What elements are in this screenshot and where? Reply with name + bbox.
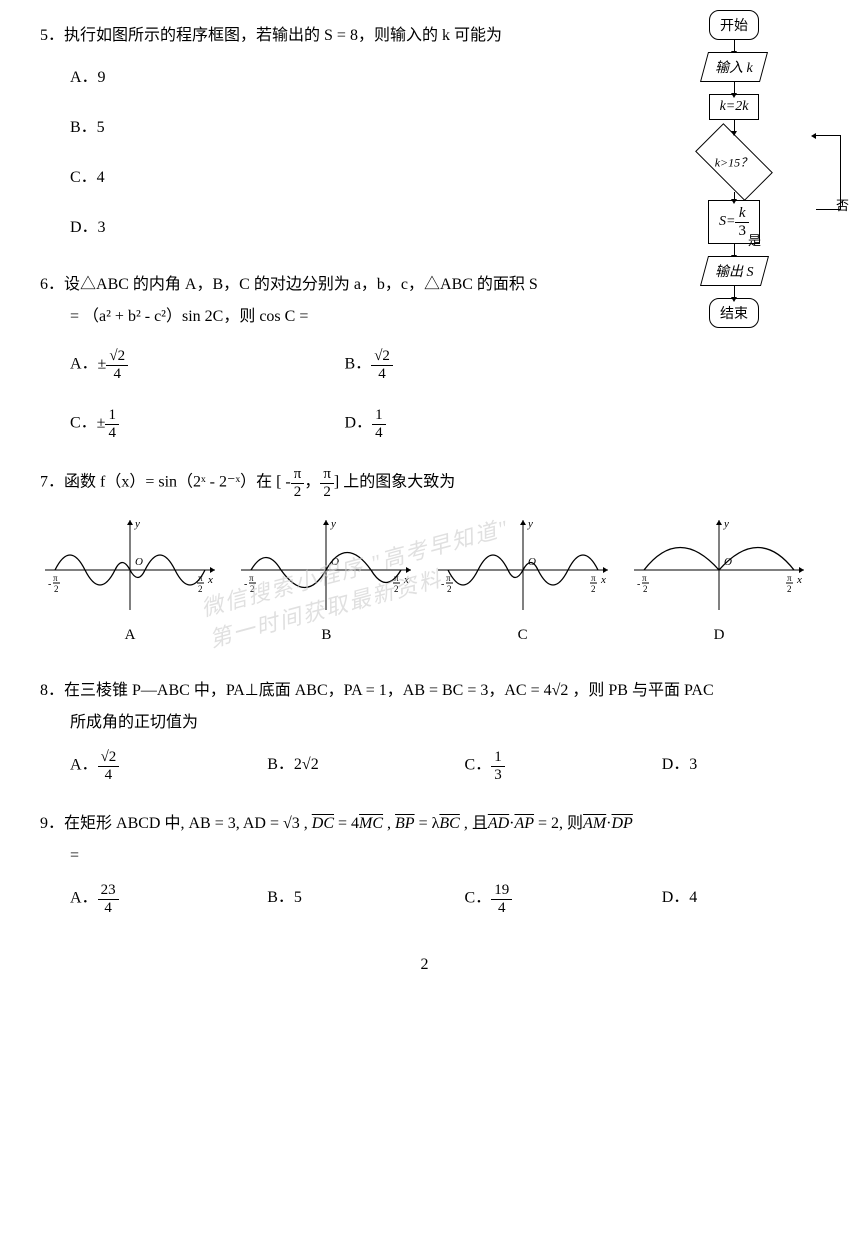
q5-choice-a: A．9 (70, 62, 619, 94)
svg-text:π: π (198, 573, 203, 583)
q5-text: 执行如图所示的程序框图，若输出的 S = 8，则输入的 k 可能为 (64, 27, 502, 44)
graph-a-svg: O x y -π2 π2 (40, 515, 220, 615)
svg-text:-: - (637, 579, 640, 590)
q6-choice-d: D．14 (345, 407, 620, 441)
svg-text:y: y (527, 518, 533, 530)
svg-text:2: 2 (198, 584, 203, 594)
svg-text:x: x (796, 574, 802, 586)
q8-text2: 所成角的正切值为 (70, 714, 198, 731)
svg-text:-: - (441, 579, 444, 590)
svg-text:-: - (48, 579, 51, 590)
question-8: 8．在三棱锥 P—ABC 中，PA⊥底面 ABC，PA = 1，AB = BC … (40, 675, 809, 783)
svg-text:-: - (244, 579, 247, 590)
svg-text:2: 2 (643, 584, 648, 594)
q8-choice-d: D．3 (662, 749, 809, 783)
svg-text:2: 2 (787, 584, 792, 594)
q7-text-pre: 函数 f（x）= sin（2ˣ - 2⁻ˣ）在 [ - (64, 474, 291, 491)
q6-text-l1: 设△ABC 的内角 A，B，C 的对边分别为 a，b，c，△ABC 的面积 S (64, 276, 538, 293)
fc-yes-label: 是 (748, 230, 761, 249)
svg-text:O: O (331, 556, 339, 568)
fc-arrow (734, 82, 735, 94)
q9-choice-a: A．234 (70, 882, 217, 916)
q7-graph-b: O x y -π2 π2 B (236, 515, 416, 650)
svg-text:π: π (53, 573, 58, 583)
fc-end: 结束 (709, 298, 759, 328)
fc-arrow (734, 244, 735, 256)
q9-num: 9． (40, 815, 64, 832)
question-9: 9．在矩形 ABCD 中, AB = 3, AD = √3 , DC = 4MC… (40, 808, 809, 916)
svg-text:y: y (134, 518, 140, 530)
fc-arrow (734, 120, 735, 132)
q9-choice-c: C．194 (465, 882, 612, 916)
fc-arrow (734, 192, 735, 200)
q9-text: 在矩形 ABCD 中, AB = 3, AD = √3 , DC = 4MC ,… (64, 815, 633, 832)
fc-loop-line (816, 135, 841, 210)
svg-text:O: O (724, 556, 732, 568)
fc-start: 开始 (709, 10, 759, 40)
svg-text:O: O (135, 556, 143, 568)
q8-choice-b: B．2√2 (267, 749, 414, 783)
q7-graph-a: O x y -π2 π2 A (40, 515, 220, 650)
q6-choice-b: B．√24 (345, 348, 620, 382)
graph-b-svg: O x y -π2 π2 (236, 515, 416, 615)
graph-d-svg: O x y -π2 π2 (629, 515, 809, 615)
question-7: 7．函数 f（x）= sin（2ˣ - 2⁻ˣ）在 [ -π2，π2] 上的图象… (40, 466, 809, 650)
q9-choice-b: B．5 (267, 882, 414, 916)
fc-output: 输出 S (700, 256, 769, 286)
svg-text:y: y (330, 518, 336, 530)
svg-text:π: π (642, 573, 647, 583)
fc-arrow (734, 40, 735, 52)
q5-choice-d: D．3 (70, 212, 619, 244)
svg-text:2: 2 (250, 584, 255, 594)
svg-text:2: 2 (591, 584, 596, 594)
svg-text:y: y (723, 518, 729, 530)
q5-choice-b: B．5 (70, 112, 619, 144)
svg-text:x: x (600, 574, 606, 586)
q8-num: 8． (40, 682, 64, 699)
q7-num: 7． (40, 474, 64, 491)
svg-text:π: π (591, 573, 596, 583)
flowchart-diagram: 开始 输入 k k=2k k>15？ 否 是 S=k3 输出 S 结束 (649, 10, 819, 328)
fc-input: 输入 k (700, 52, 768, 82)
svg-text:π: π (446, 573, 451, 583)
svg-text:2: 2 (54, 584, 59, 594)
svg-text:x: x (207, 574, 213, 586)
q6-text-l2: = （a² + b² - c²）sin 2C，则 cos C = (70, 308, 308, 325)
page-number: 2 (40, 956, 809, 974)
q7-graph-d: O x y -π2 π2 D (629, 515, 809, 650)
svg-text:x: x (403, 574, 409, 586)
q6-choice-a: A．±√24 (70, 348, 345, 382)
q6-num: 6． (40, 276, 64, 293)
svg-text:π: π (394, 573, 399, 583)
svg-text:O: O (528, 556, 536, 568)
svg-text:π: π (787, 573, 792, 583)
q6-choice-c: C．±14 (70, 407, 345, 441)
fc-arrow (734, 286, 735, 298)
q5-choice-c: C．4 (70, 162, 619, 194)
q7-graphs: O x y -π2 π2 A O x y -π2 π2 B (40, 515, 809, 650)
q8-choice-c: C．13 (465, 749, 612, 783)
svg-text:π: π (249, 573, 254, 583)
q7-graph-c: O x y -π2 π2 C (433, 515, 613, 650)
q5-num: 5． (40, 27, 64, 44)
q8-choice-a: A．√24 (70, 749, 217, 783)
svg-text:2: 2 (447, 584, 452, 594)
q9-choice-d: D．4 (662, 882, 809, 916)
svg-text:2: 2 (394, 584, 399, 594)
graph-c-svg: O x y -π2 π2 (433, 515, 613, 615)
fc-cond: k>15？ (695, 123, 773, 201)
q8-text: 在三棱锥 P—ABC 中，PA⊥底面 ABC，PA = 1，AB = BC = … (64, 682, 714, 699)
